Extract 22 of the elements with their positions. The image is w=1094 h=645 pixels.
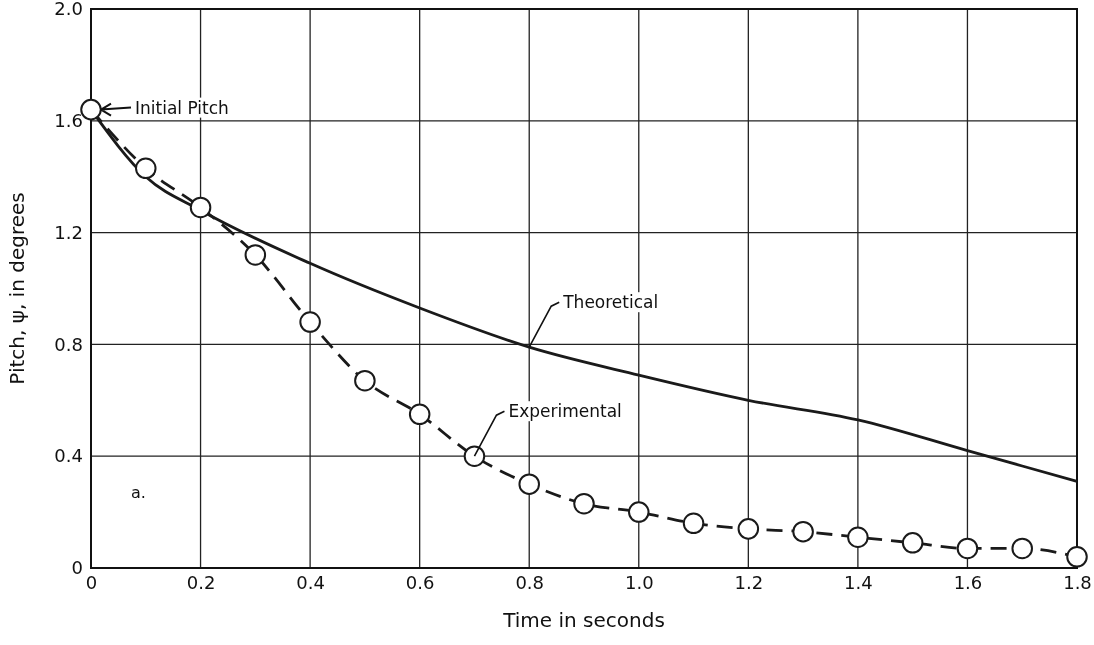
text: Theoretical <box>562 292 659 313</box>
x-tick-label: 0.2 <box>186 571 216 593</box>
x-tick-label: 1.0 <box>624 571 654 593</box>
y-tick-label: 0.8 <box>54 333 83 355</box>
x-tick-label: 0.8 <box>515 571 545 593</box>
text: Experimental <box>508 401 622 422</box>
y-tick-label: 1.6 <box>54 110 83 132</box>
y-tick-label: 0.4 <box>54 445 83 467</box>
y-tick-label: 1.2 <box>54 221 83 243</box>
y-tick-label: 0 <box>71 557 83 579</box>
y-axis-title: Pitch, ψ, in degrees <box>5 192 29 385</box>
x-tick-label: 1.8 <box>1063 571 1092 593</box>
x-tick-label: 1.4 <box>844 571 873 593</box>
x-tick-label: 1.6 <box>953 571 983 593</box>
x-tick-label: 0.4 <box>296 571 325 593</box>
annotation: a. <box>131 483 146 502</box>
annotation: Initial Pitch <box>135 97 229 118</box>
y-tick-label: 2.0 <box>54 0 83 20</box>
x-tick-label: 0 <box>85 571 98 593</box>
x-tick-label: 0.6 <box>405 571 435 593</box>
x-axis-title: Time in seconds <box>502 608 665 632</box>
x-tick-label: 1.2 <box>734 571 764 593</box>
